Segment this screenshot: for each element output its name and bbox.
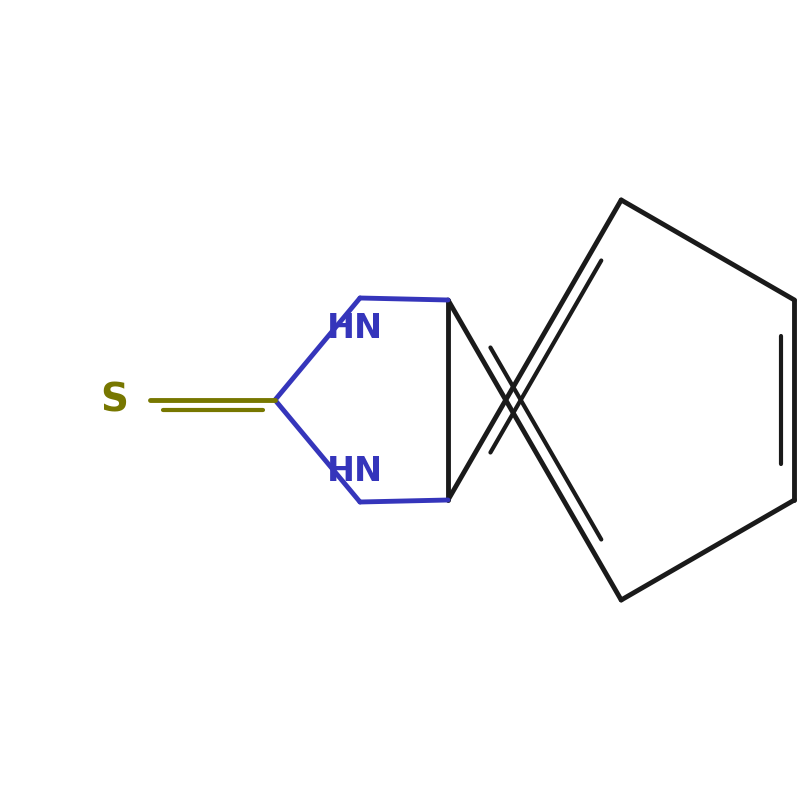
Text: HN: HN (327, 312, 383, 345)
Text: S: S (100, 381, 128, 419)
Text: HN: HN (327, 455, 383, 488)
